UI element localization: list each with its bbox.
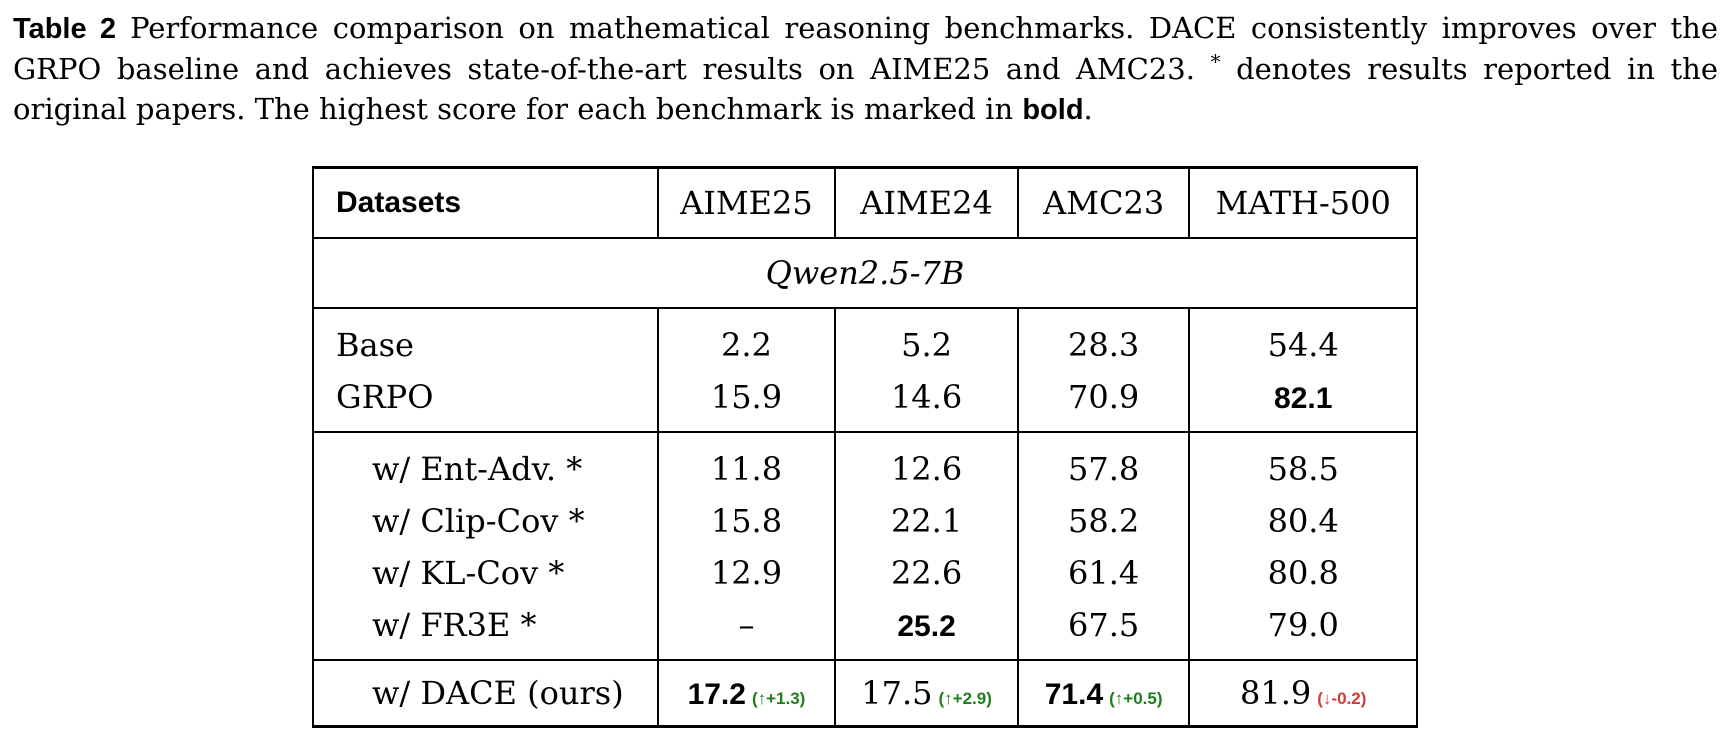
header-math500: MATH-500 — [1188, 167, 1418, 238]
cell-value-best: 25.2 — [834, 599, 1019, 660]
caption-bold-word: bold — [1022, 94, 1084, 126]
cell-value: 17.5 (↑+2.9) — [834, 659, 1019, 727]
cell-value: 58.2 — [1016, 495, 1191, 547]
cell-value-best: 82.1 — [1188, 371, 1418, 432]
row-label: w/ Ent-Adv. * — [312, 431, 659, 495]
caption-text-continued: denotes results reported in the original… — [13, 52, 1719, 126]
cell-value: 80.4 — [1188, 495, 1418, 547]
table-row-ent-adv: w/ Ent-Adv. * 11.8 12.6 57.8 58.5 — [312, 431, 1418, 495]
header-aime25: AIME25 — [656, 167, 837, 238]
header-aime24: AIME24 — [834, 167, 1019, 238]
row-label: GRPO — [312, 371, 659, 432]
cell-value: 80.8 — [1188, 547, 1418, 599]
table-header-row: Datasets AIME25 AIME24 AMC23 MATH-500 — [312, 167, 1418, 238]
cell-value: 57.8 — [1016, 431, 1191, 495]
results-table: Datasets AIME25 AIME24 AMC23 MATH-500 Qw… — [312, 166, 1418, 728]
cell-value: 28.3 — [1016, 307, 1191, 371]
row-label: w/ Clip-Cov * — [312, 495, 659, 547]
cell-value: 14.6 — [834, 371, 1019, 432]
best-score: 71.4 — [1044, 678, 1104, 711]
cell-value: 2.2 — [656, 307, 837, 371]
cell-value: 54.4 — [1188, 307, 1418, 371]
cell-value: 58.5 — [1188, 431, 1418, 495]
table-row-fr3e: w/ FR3E * – 25.2 67.5 79.0 — [312, 599, 1418, 660]
results-table-container: Datasets AIME25 AIME24 AMC23 MATH-500 Qw… — [312, 166, 1418, 728]
caption-star: * — [1210, 49, 1221, 74]
cell-value-best: 71.4 (↑+0.5) — [1016, 659, 1191, 727]
delta-decrease: (↓-0.2) — [1317, 689, 1367, 708]
cell-value: 15.9 — [656, 371, 837, 432]
cell-value: 61.4 — [1016, 547, 1191, 599]
delta-increase: (↑+2.9) — [938, 689, 992, 708]
cell-value: 12.9 — [656, 547, 837, 599]
best-score: 25.2 — [897, 610, 956, 643]
caption-end: . — [1083, 92, 1093, 126]
cell-value: 15.8 — [656, 495, 837, 547]
table-row-kl-cov: w/ KL-Cov * 12.9 22.6 61.4 80.8 — [312, 547, 1418, 599]
table-row-base: Base 2.2 5.2 28.3 54.4 — [312, 307, 1418, 371]
cell-value: – — [656, 599, 837, 660]
cell-value: 67.5 — [1016, 599, 1191, 660]
model-name: Qwen2.5-7B — [312, 237, 1418, 308]
table-row-clip-cov: w/ Clip-Cov * 15.8 22.1 58.2 80.4 — [312, 495, 1418, 547]
best-score: 82.1 — [1274, 382, 1333, 415]
model-row: Qwen2.5-7B — [312, 237, 1418, 308]
cell-value: 22.1 — [834, 495, 1019, 547]
cell-value: 70.9 — [1016, 371, 1191, 432]
score: 81.9 — [1240, 674, 1312, 712]
header-datasets: Datasets — [312, 167, 659, 238]
cell-value: 5.2 — [834, 307, 1019, 371]
row-label: Base — [312, 307, 659, 371]
caption-label: Table 2 — [13, 13, 117, 45]
cell-value: 12.6 — [834, 431, 1019, 495]
row-label: w/ KL-Cov * — [312, 547, 659, 599]
cell-value: 11.8 — [656, 431, 837, 495]
header-amc23: AMC23 — [1016, 167, 1191, 238]
table-row-grpo: GRPO 15.9 14.6 70.9 82.1 — [312, 371, 1418, 432]
row-label: w/ DACE (ours) — [312, 659, 659, 727]
delta-increase: (↑+1.3) — [751, 689, 806, 708]
cell-value: 79.0 — [1188, 599, 1418, 660]
best-score: 17.2 — [687, 678, 746, 711]
table-row-dace: w/ DACE (ours) 17.2 (↑+1.3) 17.5 (↑+2.9) 7… — [312, 659, 1418, 727]
cell-value: 22.6 — [834, 547, 1019, 599]
row-label: w/ FR3E * — [312, 599, 659, 660]
score: 17.5 — [861, 674, 933, 712]
table-caption: Table 2 Performance comparison on mathema… — [13, 8, 1718, 130]
caption-text: Performance comparison on mathematical r… — [13, 11, 1719, 86]
cell-value: 81.9 (↓-0.2) — [1188, 659, 1418, 727]
delta-increase: (↑+0.5) — [1109, 689, 1163, 708]
cell-value-best: 17.2 (↑+1.3) — [656, 659, 837, 727]
